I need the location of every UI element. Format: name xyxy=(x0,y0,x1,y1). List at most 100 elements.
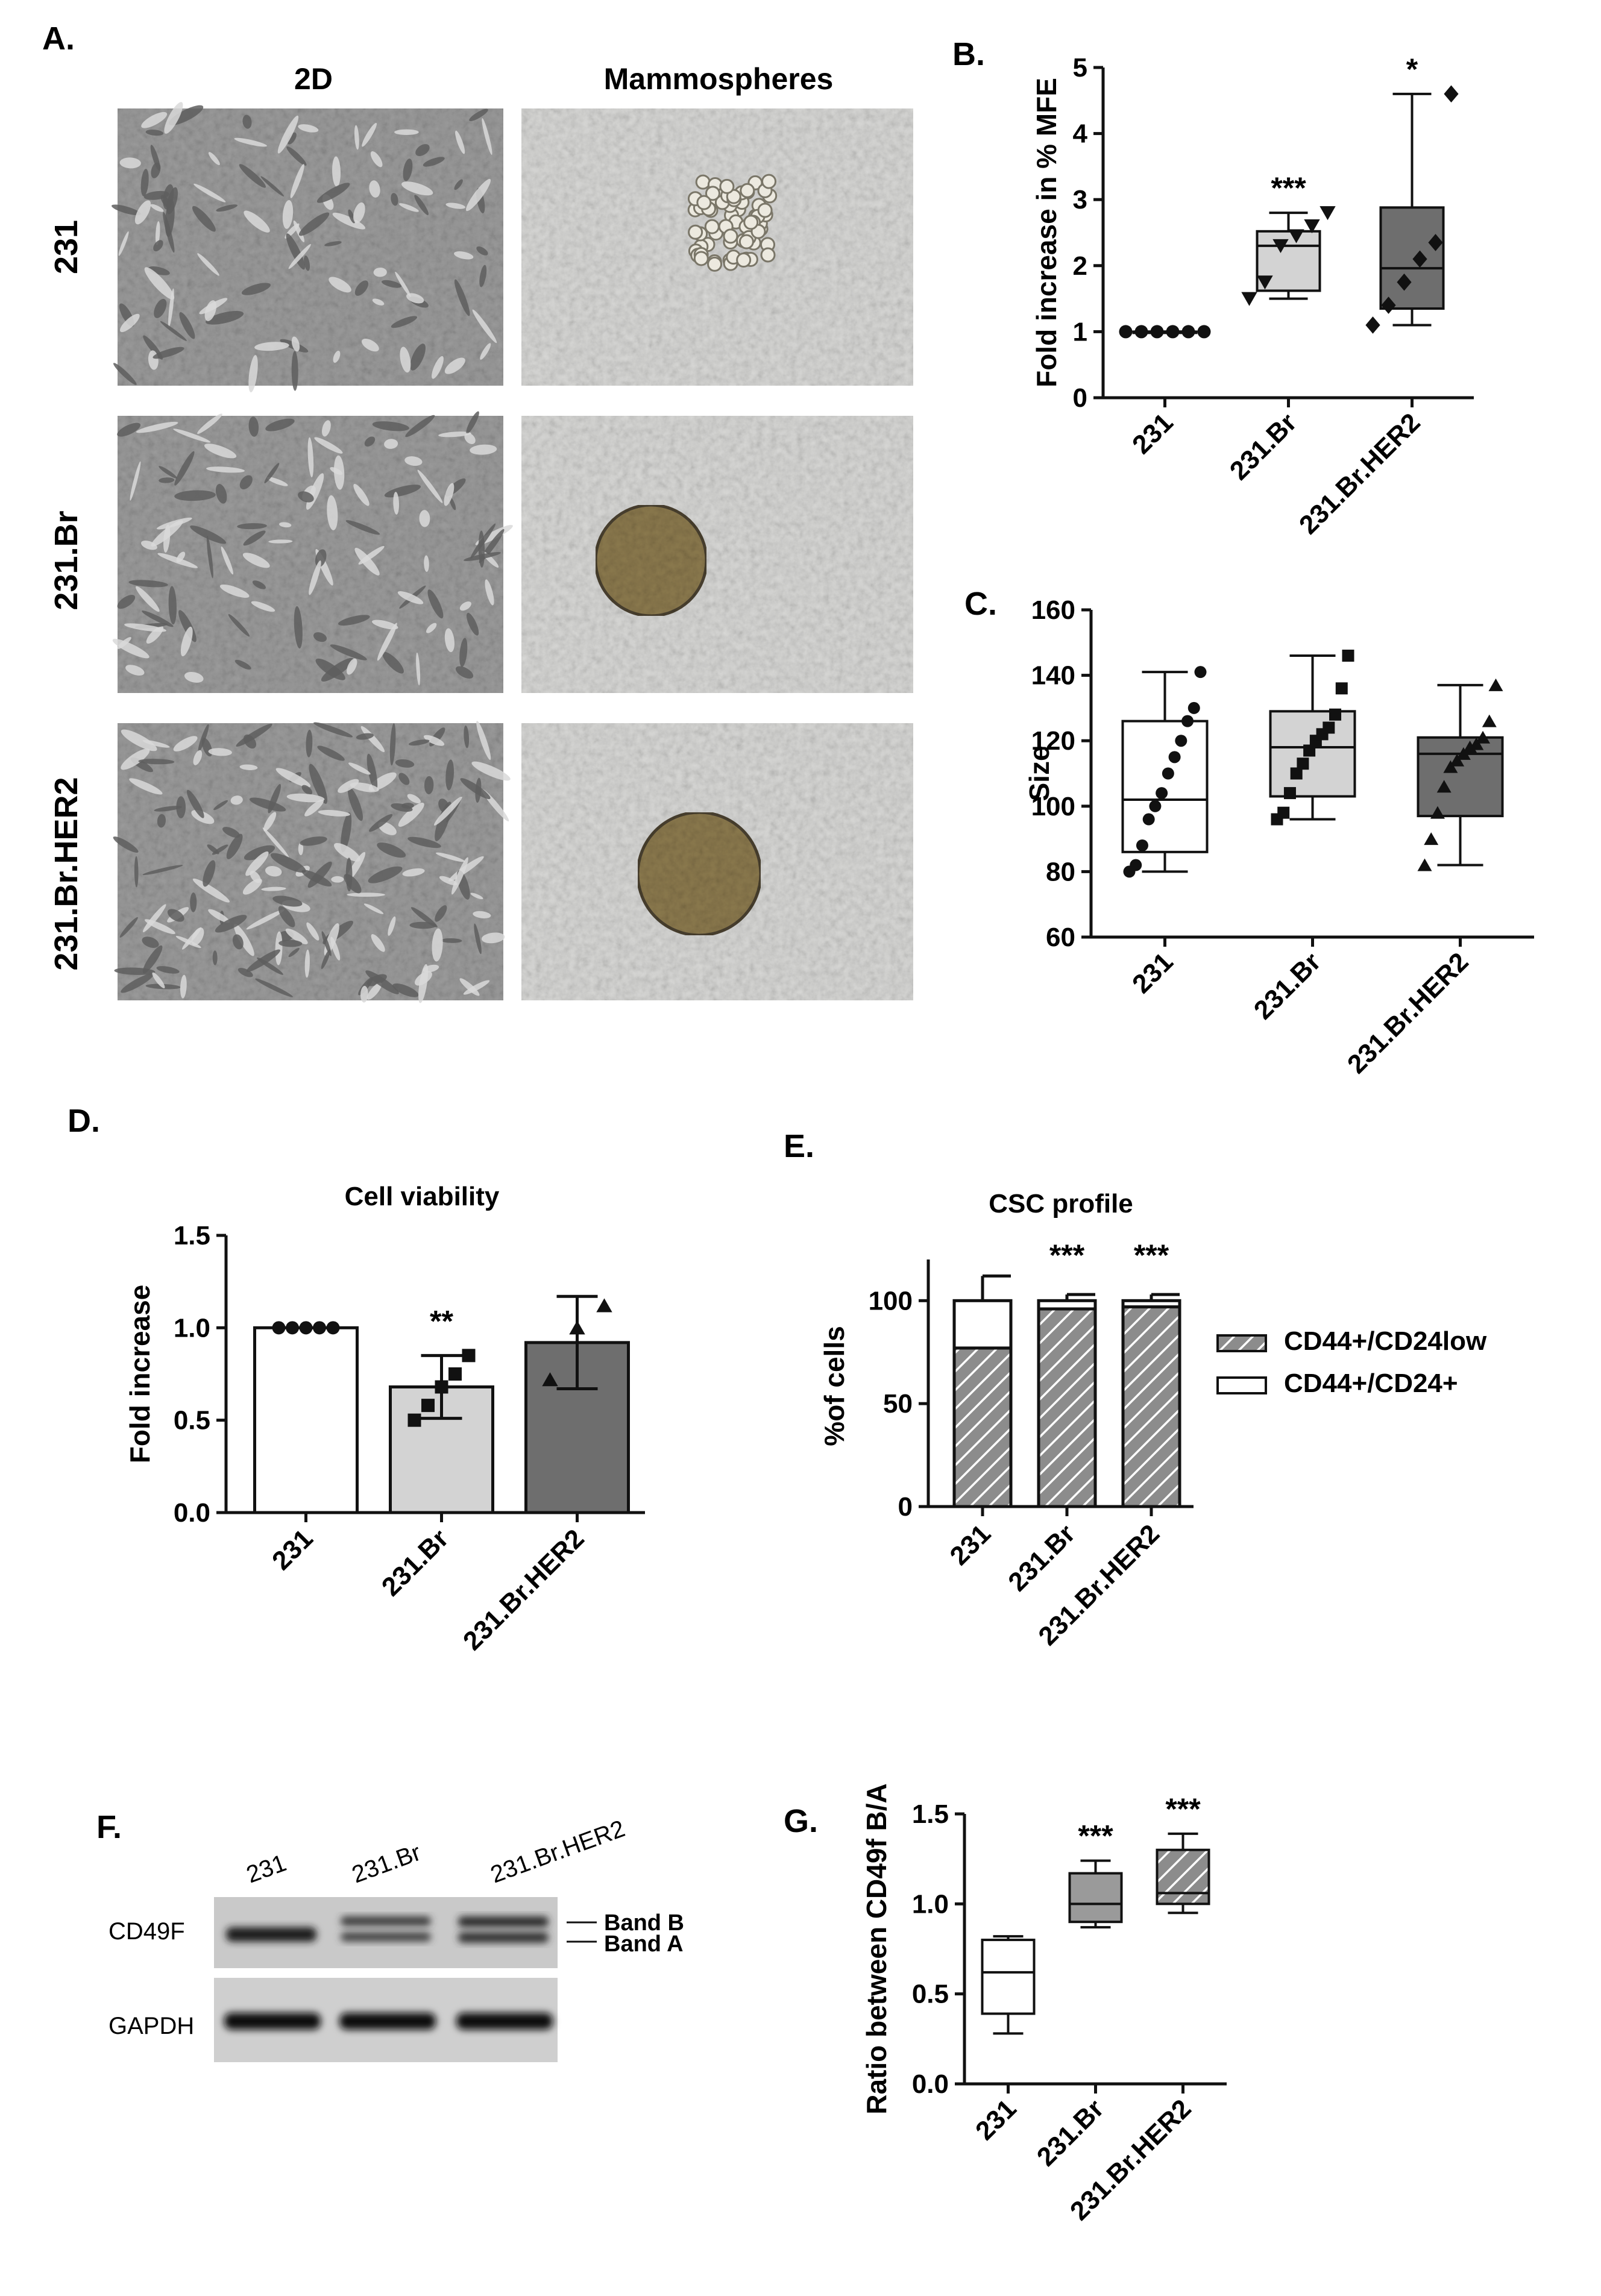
cell-shape xyxy=(279,522,292,528)
cell-shape xyxy=(255,978,293,997)
blot-lane-label-231: 231 xyxy=(243,1849,290,1888)
chart-c-point-231-br xyxy=(1277,806,1290,819)
cell-shape xyxy=(384,485,421,498)
cell-shape xyxy=(407,836,441,848)
cell-shape xyxy=(369,180,380,198)
chart-c-y-tick-label: 100 xyxy=(1031,792,1075,821)
sphere-cell xyxy=(688,224,703,240)
cell-shape xyxy=(455,666,474,679)
sphere-cell xyxy=(696,195,712,210)
chart-c-point-231 xyxy=(1162,767,1174,780)
cell-shape xyxy=(350,782,379,792)
cell-shape xyxy=(353,202,365,224)
cell-shape xyxy=(142,739,170,748)
chart-b-point-231 xyxy=(1134,325,1148,339)
cell-shape xyxy=(145,130,164,136)
panel-a: A. 2D Mammospheres 231 231.Br 231.Br.HER… xyxy=(42,20,913,1003)
cell-shape xyxy=(432,928,443,962)
chart-c-point-231-br-her2 xyxy=(1417,858,1432,871)
panel-f-letter: F. xyxy=(96,1809,122,1845)
chart-b-point-231-br-her2 xyxy=(1412,250,1427,268)
chart-c-y-tick-label: 140 xyxy=(1031,661,1075,691)
cell-shape xyxy=(136,421,178,433)
row-label-231-br-her2: 231.Br.HER2 xyxy=(48,777,84,970)
cell-shape xyxy=(288,947,300,958)
cell-shape xyxy=(291,351,298,391)
cell-shape xyxy=(464,552,501,562)
chart-d-annotation-231-br: ** xyxy=(430,1304,453,1338)
blot-band-gapdh-231br xyxy=(339,2013,436,2030)
cell-shape xyxy=(197,253,219,276)
chart-b-y-tick-label: 1 xyxy=(1073,317,1087,347)
chart-c-point-231-br xyxy=(1290,767,1303,780)
sphere-cell xyxy=(738,234,754,249)
cell-shape xyxy=(262,827,289,858)
chart-d-point-231 xyxy=(299,1321,313,1335)
cell-shape xyxy=(410,343,426,371)
cell-cluster-2d-row-3 xyxy=(113,721,511,1003)
chart-b-y-tick-label: 4 xyxy=(1073,119,1088,149)
cell-shape xyxy=(268,784,281,814)
chart-b-point-231-br-her2 xyxy=(1397,273,1412,291)
cell-shape xyxy=(125,665,145,676)
cell-shape xyxy=(416,652,421,686)
cell-shape xyxy=(372,421,409,431)
chart-d-x-label-231: 231 xyxy=(266,1523,319,1576)
cell-shape xyxy=(330,644,367,660)
cell-shape xyxy=(199,298,228,315)
chart-d-point-231 xyxy=(272,1321,286,1335)
cell-shape xyxy=(252,580,266,589)
chart-b-y-tick-label: 5 xyxy=(1073,53,1087,83)
cell-shape xyxy=(154,806,182,812)
blot-band-231-a xyxy=(226,1927,316,1942)
cell-shape xyxy=(354,547,380,576)
sphere-cell xyxy=(757,202,773,218)
cell-shape xyxy=(377,842,406,858)
chart-d-x-label-231-br: 231.Br xyxy=(376,1523,455,1602)
cell-shape xyxy=(313,632,327,642)
cell-shape xyxy=(121,973,154,993)
cell-shape xyxy=(391,193,398,206)
chart-e-y-tick-label: 100 xyxy=(869,1286,913,1316)
chart-b-point-231 xyxy=(1197,325,1211,339)
cell-shape xyxy=(317,745,345,761)
cell-shape xyxy=(324,241,342,246)
cell-shape xyxy=(373,268,387,277)
cell-shape xyxy=(263,812,277,832)
cell-shape xyxy=(117,595,136,609)
chart-e-legend-swatch-cd44-cd24low xyxy=(1216,1334,1267,1352)
cell-shape xyxy=(157,814,166,828)
cell-shape xyxy=(471,761,511,781)
chart-b-point-231 xyxy=(1166,325,1180,339)
cell-shape xyxy=(398,802,424,827)
sphere-cell xyxy=(761,174,777,189)
cell-shape xyxy=(362,122,377,147)
cell-shape xyxy=(216,204,237,212)
cell-shape xyxy=(239,475,253,490)
cell-shape xyxy=(466,411,479,434)
cell-shape xyxy=(153,347,184,359)
sphere-cell xyxy=(705,186,720,201)
cell-shape xyxy=(184,671,204,683)
cell-shape xyxy=(364,436,376,447)
cell-shape xyxy=(167,909,184,922)
cell-shape xyxy=(121,748,150,770)
chart-b-box-231-br-her2 xyxy=(1379,206,1445,310)
chart-c-point-231-br-her2 xyxy=(1436,780,1452,793)
col-label-mammospheres: Mammospheres xyxy=(604,62,834,96)
cell-shape xyxy=(163,184,174,210)
cell-shape xyxy=(368,866,403,883)
cell-shape xyxy=(121,729,157,751)
chart-g-y-axis-label: Ratio between CD49f B/A xyxy=(861,1783,892,2115)
cell-shape xyxy=(405,415,435,438)
cell-shape xyxy=(153,240,163,252)
cell-shape xyxy=(113,836,139,853)
cell-shape xyxy=(124,623,166,632)
chart-g-annotation-231-br-her2: *** xyxy=(1165,1792,1201,1826)
cell-shape xyxy=(142,610,174,627)
row-label-231: 231 xyxy=(48,220,84,274)
cell-shape xyxy=(371,934,385,952)
cell-shape xyxy=(472,309,497,343)
cell-shape xyxy=(234,137,267,147)
